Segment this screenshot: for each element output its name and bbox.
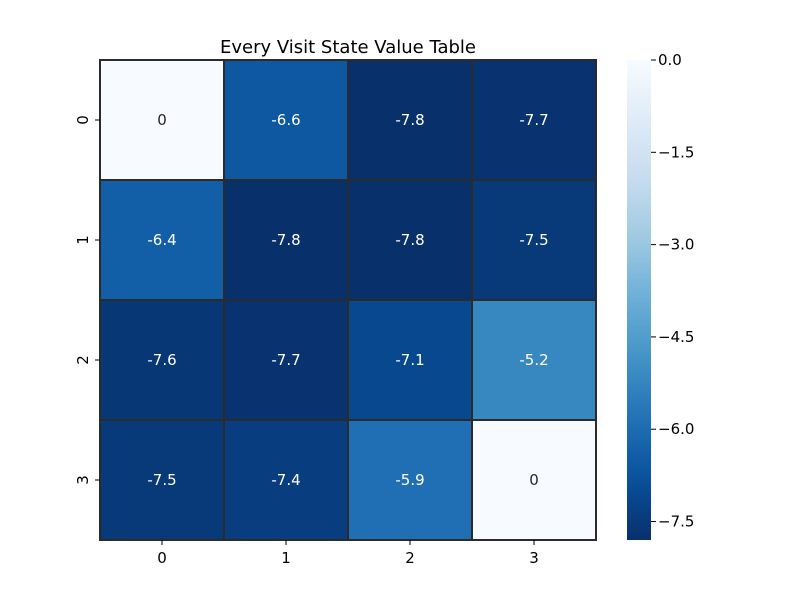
heatmap-cells: 0 -6.6 -7.8 -7.7 -6.4 -7.8 -7.8 -7.5 -7.6 -7.7 -7.… xyxy=(100,60,596,540)
x-axis: 0 1 2 3 xyxy=(157,540,539,567)
x-tick-label: 3 xyxy=(529,549,539,567)
x-tick-label: 1 xyxy=(281,549,291,567)
cell-value-label: -7.7 xyxy=(271,351,300,369)
y-tick-label: 1 xyxy=(74,235,92,245)
colorbar-tick-label: −7.5 xyxy=(658,513,694,531)
cell-value-label: -6.6 xyxy=(271,111,300,129)
x-tick-label: 0 xyxy=(157,549,167,567)
y-tick-label: 2 xyxy=(74,355,92,365)
cell-value-label: 0 xyxy=(529,471,539,489)
cell-value-label: -7.5 xyxy=(519,231,548,249)
cell-value-label: -7.1 xyxy=(395,351,424,369)
cell-value-label: -7.6 xyxy=(147,351,176,369)
colorbar-tick-label: −6.0 xyxy=(658,420,694,438)
chart-title: Every Visit State Value Table xyxy=(220,37,476,58)
colorbar-tick-label: −3.0 xyxy=(658,236,694,254)
cell-value-label: -7.8 xyxy=(395,111,424,129)
y-tick-label: 0 xyxy=(74,115,92,125)
x-tick-label: 2 xyxy=(405,549,415,567)
cell-value-label: -5.2 xyxy=(519,351,548,369)
cell-value-label: -7.7 xyxy=(519,111,548,129)
cell-value-label: -7.8 xyxy=(395,231,424,249)
colorbar-tick-label: 0.0 xyxy=(658,51,682,69)
cell-value-label: -6.4 xyxy=(147,231,176,249)
y-tick-label: 3 xyxy=(74,475,92,485)
colorbar: 0.0 −1.5 −3.0 −4.5 −6.0 −7.5 xyxy=(627,51,694,540)
cell-value-label: -5.9 xyxy=(395,471,424,489)
colorbar-gradient xyxy=(627,60,651,540)
colorbar-tick-label: −4.5 xyxy=(658,328,694,346)
cell-value-label: 0 xyxy=(157,111,167,129)
colorbar-tick-label: −1.5 xyxy=(658,143,694,161)
cell-value-label: -7.8 xyxy=(271,231,300,249)
y-axis: 0 1 2 3 xyxy=(74,115,100,485)
cell-value-label: -7.4 xyxy=(271,471,300,489)
cell-value-label: -7.5 xyxy=(147,471,176,489)
